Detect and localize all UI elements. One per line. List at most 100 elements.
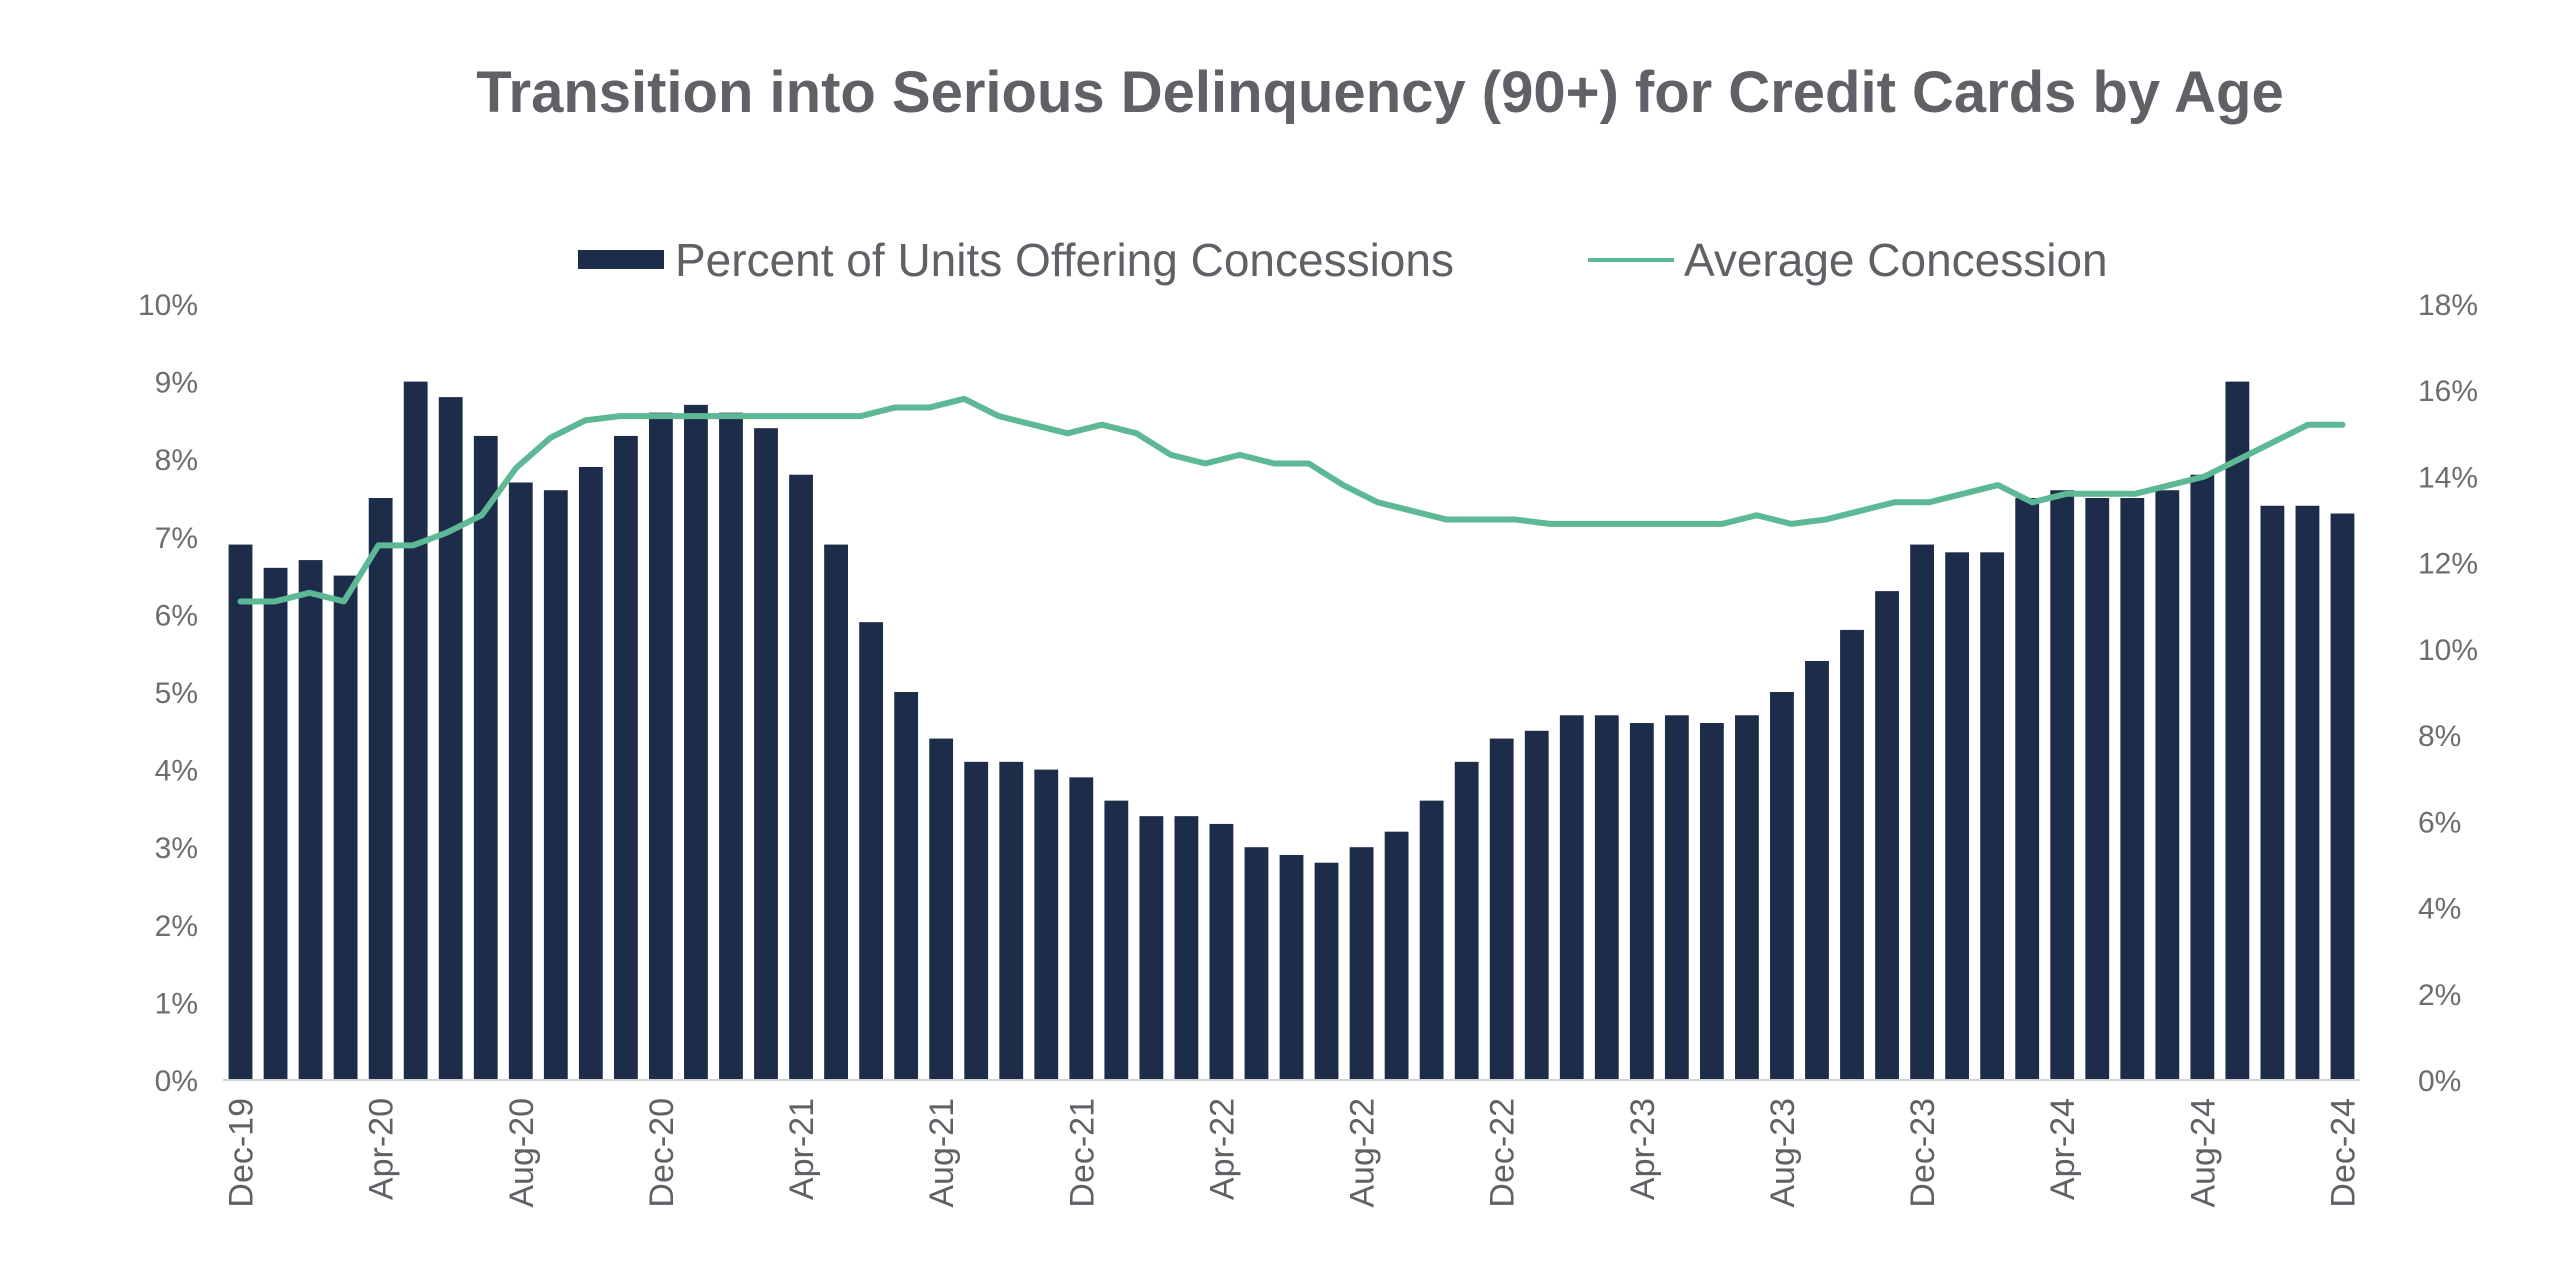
left-tick-label: 6% — [155, 599, 198, 632]
line-series — [237, 395, 2346, 605]
bar — [1770, 692, 1794, 1080]
bar — [1244, 847, 1269, 1080]
bar — [1314, 862, 1339, 1080]
right-tick-label: 8% — [2418, 720, 2461, 753]
bar — [1875, 591, 1899, 1080]
bar — [964, 761, 989, 1080]
bar-series — [228, 381, 2355, 1081]
left-tick-label: 0% — [155, 1065, 198, 1098]
bar — [1384, 831, 1409, 1080]
x-axis: Dec-19 Apr-20 Aug-20 Dec-20 Apr-21 Aug-21 Dec-… — [223, 1079, 2362, 1208]
bar — [684, 404, 708, 1080]
right-tick-label: 10% — [2418, 634, 2478, 667]
x-tick-label: Apr-22 — [1203, 1098, 1241, 1200]
bar — [333, 575, 358, 1080]
bar — [2015, 498, 2040, 1080]
x-tick-label: Aug-20 — [503, 1098, 541, 1208]
left-tick-label: 1% — [155, 987, 198, 1020]
x-tick-label: Dec-19 — [223, 1098, 261, 1208]
bar — [508, 482, 533, 1081]
bar — [228, 544, 253, 1080]
right-tick-label: 0% — [2418, 1065, 2461, 1098]
bar — [438, 397, 463, 1080]
right-y-axis: 0% 2% 4% 6% 8% 10% 12% 14% 16% 18% — [2418, 289, 2478, 1098]
x-tick-label: Aug-23 — [1764, 1098, 1802, 1208]
bar — [789, 474, 813, 1081]
bar — [403, 381, 428, 1081]
bar — [1699, 723, 1724, 1080]
bar — [2260, 505, 2285, 1080]
left-tick-label: 5% — [155, 677, 198, 710]
bar — [1034, 769, 1059, 1080]
right-tick-label: 16% — [2418, 375, 2478, 408]
left-tick-label: 3% — [155, 832, 198, 865]
bar — [1419, 800, 1444, 1080]
x-tick-label: Aug-22 — [1344, 1098, 1382, 1208]
bar — [2120, 498, 2145, 1080]
bar — [1069, 777, 1094, 1080]
legend: Percent of Units Offering Concessions Av… — [578, 234, 2108, 286]
bar — [1945, 552, 1970, 1080]
left-tick-label: 8% — [155, 444, 198, 477]
bar — [2085, 498, 2110, 1080]
x-tick-label: Dec-23 — [1904, 1098, 1942, 1208]
x-tick-label: Apr-20 — [363, 1098, 401, 1200]
right-tick-label: 2% — [2418, 979, 2461, 1012]
bar — [2225, 381, 2250, 1081]
left-tick-label: 9% — [155, 367, 198, 400]
bar — [754, 428, 778, 1080]
bar — [649, 412, 673, 1080]
legend-line-label: Average Concession — [1684, 234, 2108, 286]
bar — [2155, 490, 2180, 1080]
bar — [2295, 505, 2320, 1080]
bar — [1664, 715, 1689, 1080]
x-tick-label: Dec-22 — [1484, 1098, 1522, 1208]
bar — [1104, 800, 1129, 1080]
bar — [263, 567, 288, 1080]
bar — [1349, 847, 1374, 1080]
bar — [1279, 854, 1304, 1080]
x-tick-label: Aug-21 — [923, 1098, 961, 1208]
bar — [859, 622, 884, 1080]
bar — [578, 466, 603, 1081]
x-tick-label: Dec-24 — [2324, 1098, 2362, 1208]
chart-title: Transition into Serious Delinquency (90+… — [476, 60, 2283, 125]
bar — [999, 761, 1024, 1080]
bar — [1139, 816, 1164, 1080]
right-tick-label: 6% — [2418, 806, 2461, 839]
bar — [1489, 738, 1514, 1080]
left-tick-label: 2% — [155, 910, 198, 943]
bar — [1454, 761, 1479, 1080]
line-path — [237, 395, 2346, 605]
bar — [1805, 660, 1829, 1080]
x-tick-label: Apr-21 — [783, 1098, 821, 1200]
bar — [1594, 715, 1619, 1080]
bar — [824, 544, 848, 1080]
bar — [894, 692, 919, 1080]
x-tick-label: Apr-24 — [2044, 1098, 2082, 1200]
bar — [2330, 513, 2355, 1080]
x-tick-label: Dec-21 — [1063, 1098, 1101, 1208]
bar — [543, 490, 568, 1080]
bar — [1980, 552, 2005, 1080]
right-tick-label: 4% — [2418, 893, 2461, 926]
bar — [1559, 715, 1584, 1080]
left-tick-label: 4% — [155, 755, 198, 788]
legend-bar-label: Percent of Units Offering Concessions — [675, 234, 1454, 286]
bar — [2050, 490, 2075, 1080]
bar — [1735, 715, 1759, 1080]
bar — [1910, 544, 1934, 1080]
bar — [1840, 629, 1864, 1080]
bar — [2190, 474, 2215, 1081]
right-tick-label: 18% — [2418, 289, 2478, 322]
x-tick-label: Aug-24 — [2184, 1098, 2222, 1208]
left-y-axis: 0% 1% 2% 3% 4% 5% 6% 7% 8% 9% 10% — [138, 289, 198, 1098]
bar — [719, 412, 743, 1080]
bar — [1174, 816, 1199, 1080]
bar — [473, 435, 498, 1080]
legend-bar-swatch — [578, 250, 664, 269]
bar — [368, 498, 393, 1080]
right-tick-label: 14% — [2418, 461, 2478, 494]
bar — [613, 435, 638, 1080]
